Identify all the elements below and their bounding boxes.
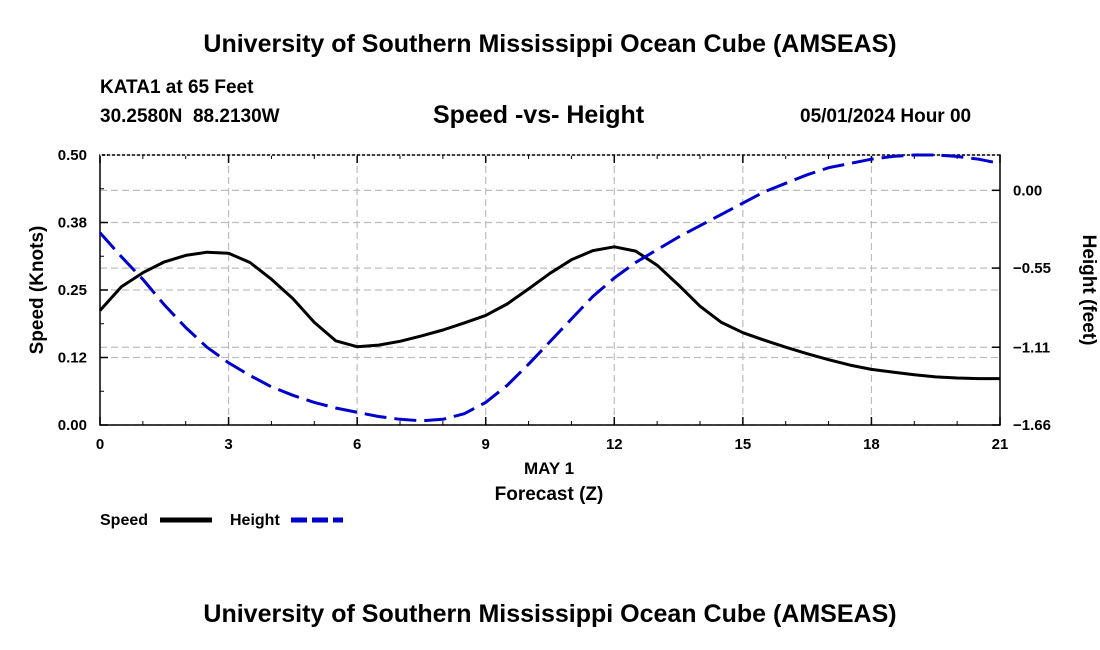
forecast-datetime: 05/01/2024 Hour 00	[800, 106, 972, 127]
series-line-speed	[98, 245, 1000, 381]
y-right-tick-label: 0.00	[1013, 182, 1042, 199]
x-tick-label: 15	[735, 436, 752, 453]
y-axis-left-title: Speed (Knots)	[27, 226, 48, 355]
y-left-tick-label: 0.25	[58, 282, 87, 299]
legend-label-speed: Speed	[100, 512, 148, 529]
y-right-tick-label: −0.55	[1013, 260, 1051, 277]
bottom-title: University of Southern Mississippi Ocean…	[203, 600, 897, 628]
y-left-tick-label: 0.12	[58, 350, 87, 367]
top-title: University of Southern Mississippi Ocean…	[203, 30, 897, 58]
grid-lines	[100, 155, 1000, 426]
legend-label-height: Height	[230, 512, 280, 529]
x-tick-label: 0	[96, 436, 104, 453]
x-tick-label: 3	[224, 436, 232, 453]
y-right-tick-label: −1.66	[1013, 417, 1051, 434]
chart-subtitle: Speed -vs- Height	[433, 101, 645, 129]
y-left-tick-label: 0.00	[58, 417, 87, 434]
x-tick-label: 21	[992, 436, 1009, 453]
x-tick-label: 9	[482, 436, 490, 453]
x-tick-label: 18	[863, 436, 880, 453]
x-tick-label: 6	[353, 436, 361, 453]
legend: Speed Height	[100, 512, 343, 529]
y-left-tick-label: 0.50	[58, 147, 87, 164]
x-axis-title: Forecast (Z)	[495, 484, 604, 505]
series-line-height	[98, 153, 1001, 423]
series-lines	[98, 153, 1001, 423]
x-axis-date-label: MAY 1	[524, 459, 574, 478]
y-axis-right-title: Height (feet)	[1078, 235, 1099, 346]
axis-tick-labels: 0 3 6 9 12 15 18 21 0.00 0.12 0.25 0.38 0.50 −1.66 −1.…	[58, 147, 1051, 453]
station-label: KATA1 at 65 Feet	[100, 77, 254, 98]
y-right-tick-label: −1.11	[1013, 339, 1050, 356]
coordinates-label: 30.2580N 88.2130W	[100, 106, 280, 127]
x-tick-label: 12	[606, 436, 623, 453]
y-left-tick-label: 0.38	[58, 215, 87, 232]
